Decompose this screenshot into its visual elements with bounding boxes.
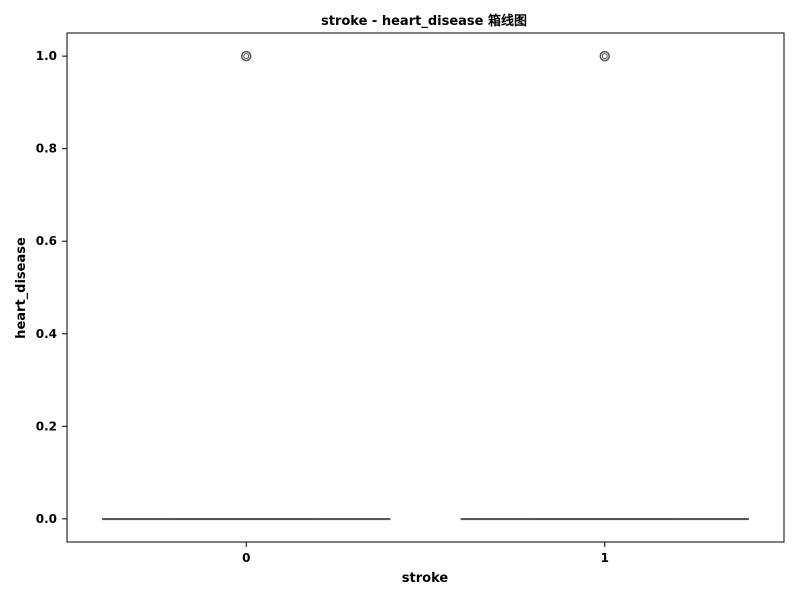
chart-title: stroke - heart_disease 箱线图: [321, 13, 527, 29]
x-tick-label: 0: [242, 551, 250, 565]
y-tick-label: 0.6: [36, 234, 57, 248]
x-axis-label: stroke: [402, 571, 449, 586]
box-0: [102, 50, 391, 521]
x-tick-label: 1: [601, 551, 609, 565]
y-tick-label: 0.8: [36, 142, 57, 156]
y-tick-label: 0.4: [36, 327, 57, 341]
y-axis: 0.0 0.2 0.4 0.6 0.8 1.0: [36, 49, 67, 526]
box-outlier-inner: [601, 53, 608, 60]
box-outlier-inner: [243, 53, 250, 60]
y-axis-label: heart_disease: [14, 237, 29, 339]
boxes-layer: [102, 50, 749, 521]
box-outlier: [241, 50, 252, 62]
box-1: [460, 50, 749, 521]
box-outlier: [599, 50, 610, 62]
y-tick-label: 0.0: [36, 512, 57, 526]
plot-area-frame: [66, 32, 785, 543]
y-tick-label: 0.2: [36, 419, 57, 433]
y-tick-label: 1.0: [36, 49, 57, 63]
